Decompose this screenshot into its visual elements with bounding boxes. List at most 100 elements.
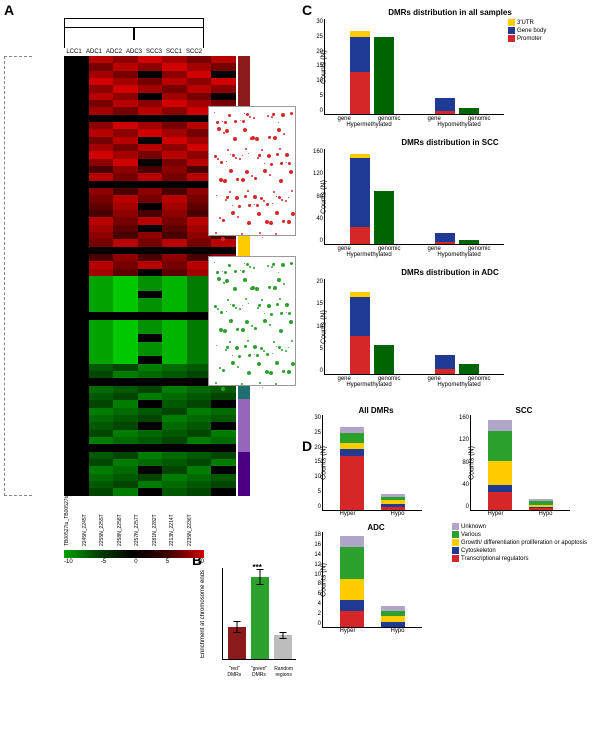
- dotplot-dot-icon: [240, 270, 241, 271]
- dotplot-dot-icon: [272, 353, 273, 354]
- panel-b-bar: [228, 627, 246, 659]
- dotplot-dot-icon: [280, 312, 283, 315]
- bar-segment: [350, 297, 370, 335]
- dotplot-dot-icon: [241, 233, 243, 235]
- left-column: LCC1ADC1ADC2ADC3SCC3SCC1SCC2 TB00527tu_T…: [0, 0, 300, 642]
- dotplot-dot-icon: [235, 346, 239, 350]
- panel-c-chart: DMRs distribution in ADCCounts (N)051015…: [304, 268, 596, 388]
- heatmap-bottom-labels: TB00527tu_TB00527tu2245N_2245T2255N_2255…: [64, 498, 204, 546]
- heatmap-col-label: SCC3: [144, 48, 164, 56]
- stacked-bar: [340, 536, 364, 627]
- dotplot-dot-icon: [244, 345, 247, 348]
- bar-segment: [435, 355, 455, 369]
- stacked-bar: [459, 108, 479, 114]
- ytick: 40: [457, 482, 469, 488]
- dotplot-dot-icon: [226, 196, 229, 199]
- bar-segment: [459, 364, 479, 374]
- ytick: 160: [311, 149, 323, 155]
- x-group-label: Hypomethylated: [414, 382, 504, 388]
- ytick: 20: [311, 279, 323, 285]
- x-group-label: Hypomethylated: [414, 252, 504, 258]
- legend-label: Unknown: [461, 524, 486, 530]
- bar-segment: [340, 433, 364, 443]
- dotplot-dot-icon: [263, 350, 265, 352]
- dotplot-dot-icon: [251, 325, 253, 327]
- dotplot-dot-icon: [254, 177, 257, 180]
- panel-c-chart: DMRs distribution in all samplesCounts (…: [304, 8, 596, 128]
- dotplot-dot-icon: [272, 113, 275, 116]
- ytick: 10: [311, 78, 323, 84]
- dotplot-dot-icon: [283, 133, 285, 135]
- ytick: 14: [309, 552, 321, 558]
- dotplot-dot-icon: [224, 271, 227, 274]
- x-group-label: Hypermethylated: [324, 382, 414, 388]
- error-bar-icon: [236, 621, 237, 633]
- dotplot-dot-icon: [267, 115, 269, 117]
- panel-d-chart: SCCCounts (N)04080120160HyperHypo: [452, 406, 596, 517]
- dotplot-dot-icon: [253, 345, 257, 349]
- ytick: 160: [457, 415, 469, 421]
- dotplot-dot-icon: [216, 345, 217, 346]
- bar-segment: [488, 461, 512, 485]
- dotplot-dot-icon: [277, 128, 281, 132]
- ytick: 12: [309, 562, 321, 568]
- bar-segment: [488, 431, 512, 461]
- bar-segment: [488, 420, 512, 431]
- dotplot-dot-icon: [289, 170, 293, 174]
- dotplot-dot-icon: [289, 320, 293, 324]
- dotplot-dot-icon: [245, 298, 247, 300]
- ytick: 20: [311, 49, 323, 55]
- stacked-bar: [350, 292, 370, 374]
- ytick: 5: [311, 346, 323, 352]
- dotplot-dot-icon: [279, 148, 281, 150]
- legend-swatch-icon: [508, 35, 515, 42]
- dotplot-dot-icon: [242, 270, 245, 273]
- dotplot-dot-icon: [262, 237, 263, 238]
- dotplot-dot-icon: [235, 157, 237, 159]
- bar-segment: [381, 507, 405, 510]
- dotplot-dot-icon: [230, 304, 231, 305]
- scale-tick: -5: [101, 559, 106, 565]
- dotplot-dot-icon: [221, 387, 225, 391]
- dotplot-dot-icon: [247, 371, 251, 375]
- dotplot-dot-icon: [244, 113, 245, 114]
- legend-label: Gene body: [517, 28, 546, 34]
- dotplot-dot-icon: [281, 349, 283, 351]
- legend-swatch-icon: [452, 539, 459, 546]
- ytick: 4: [309, 601, 321, 607]
- bar-segment: [340, 579, 364, 600]
- dotplot-dot-icon: [215, 382, 217, 384]
- dotplot-dot-icon: [273, 286, 277, 290]
- dotplot-dot-icon: [228, 264, 231, 267]
- dotplot-dot-icon: [229, 191, 231, 193]
- inset-dotplot-green: [208, 256, 296, 386]
- dotplot-dot-icon: [235, 307, 237, 309]
- dotplot-dot-icon: [266, 353, 269, 356]
- scale-tick: 5: [166, 559, 169, 565]
- stacked-bar: [374, 345, 394, 374]
- bar-segment: [340, 536, 364, 547]
- panel-c-legend: 3'UTRGene bodyPromoter: [508, 19, 546, 115]
- dotplot-dot-icon: [220, 311, 223, 314]
- dotplot-dot-icon: [275, 233, 277, 235]
- bar-segment: [350, 227, 370, 244]
- dotplot-dot-icon: [229, 341, 231, 343]
- dotplot-dot-icon: [216, 195, 217, 196]
- dotplot-dot-icon: [227, 299, 229, 301]
- panel-b-xlabel: "green" DMRs: [249, 667, 269, 678]
- dotplot-dot-icon: [288, 347, 289, 348]
- ytick: 30: [311, 19, 323, 25]
- dotplot-dot-icon: [239, 308, 241, 310]
- stacked-bar: [374, 191, 394, 244]
- panel-d-charts: All DMRsCounts (N)051015202530HyperHypoS…: [304, 406, 596, 634]
- dotplot-dot-icon: [249, 266, 251, 268]
- heatmap-col-label: ADC2: [104, 48, 124, 56]
- cluster-segment: [238, 452, 250, 496]
- dotplot-dot-icon: [234, 120, 237, 123]
- stacked-bar: [459, 240, 479, 244]
- dotplot-dot-icon: [247, 190, 249, 192]
- dotplot-dot-icon: [270, 313, 273, 316]
- xlabel: Hyper: [339, 628, 355, 634]
- chart-title: ADC: [304, 523, 448, 532]
- ytick: 10: [311, 324, 323, 330]
